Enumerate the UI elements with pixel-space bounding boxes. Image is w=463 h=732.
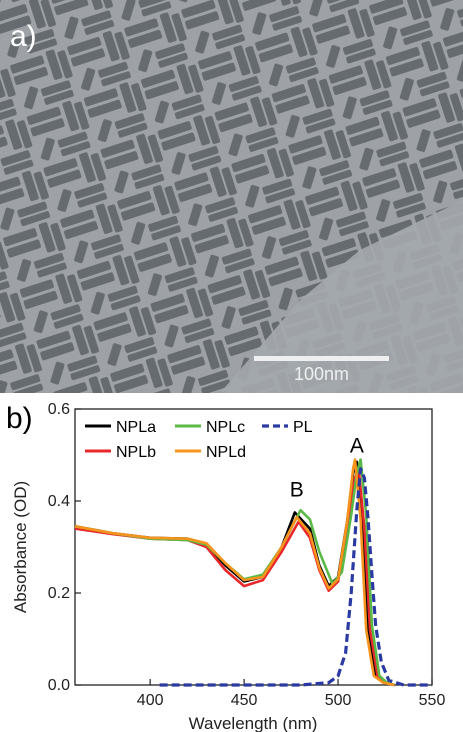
series-line-npld (74, 458, 395, 687)
legend-label-nplb: NPLb (116, 444, 156, 461)
peak-label-a: A (350, 435, 364, 458)
plot-frame (74, 408, 433, 686)
legend-label-nplc: NPLc (206, 419, 245, 436)
peak-label-b: B (290, 478, 304, 501)
y-tick-label: 0.0 (48, 677, 70, 694)
panel-b-label: b) (6, 402, 33, 435)
y-tick-label: 0.6 (48, 401, 70, 418)
series-lines (74, 458, 432, 687)
peak-annotations: AB (290, 435, 364, 502)
legend-label-npld: NPLd (206, 444, 246, 461)
y-axis-title: Absorbance (OD) (11, 481, 30, 613)
y-tick-label: 0.4 (48, 493, 70, 510)
series-line-nplc (74, 458, 395, 687)
scale-bar-label: 100nm (293, 364, 350, 384)
legend-label-pl: PL (293, 419, 313, 436)
scale-bar (254, 356, 389, 361)
x-axis-title: Wavelength (nm) (189, 714, 318, 732)
y-tick-label: 0.2 (48, 585, 70, 602)
nanoplatelet-texture (0, 0, 463, 393)
axis-ticks: 400 450 500 550 0.0 0.2 0.4 0.6 (48, 401, 446, 709)
x-tick-label: 550 (419, 692, 446, 709)
x-tick-label: 400 (137, 692, 164, 709)
tem-micrograph: a) 100nm (0, 0, 463, 393)
series-line-pl (159, 467, 432, 687)
legend: NPLa NPLc PL NPLb NPLd (85, 419, 313, 461)
x-tick-label: 450 (231, 692, 258, 709)
legend-label-npla: NPLa (116, 419, 156, 436)
x-tick-label: 500 (325, 692, 352, 709)
panel-a-label: a) (10, 20, 37, 53)
